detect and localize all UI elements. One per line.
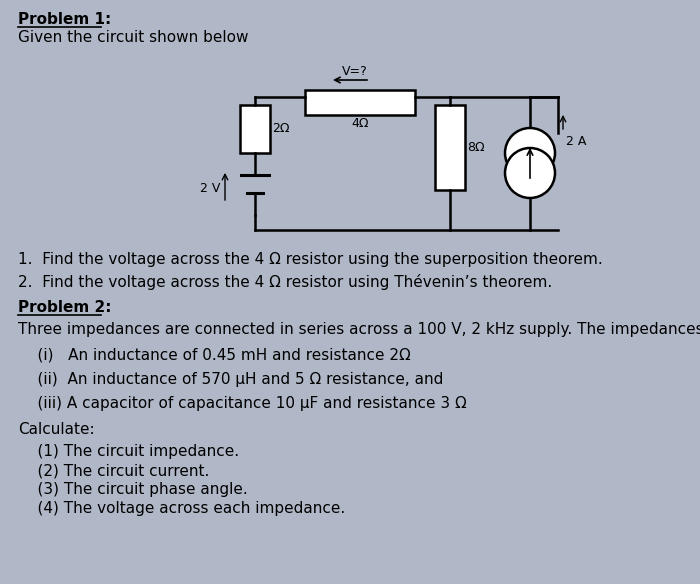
Text: 8Ω: 8Ω bbox=[467, 141, 484, 154]
Text: 4Ω: 4Ω bbox=[351, 117, 369, 130]
Text: 2 V: 2 V bbox=[199, 182, 220, 196]
Text: (3) The circuit phase angle.: (3) The circuit phase angle. bbox=[18, 482, 248, 497]
Text: (2) The circuit current.: (2) The circuit current. bbox=[18, 463, 209, 478]
Text: 2.  Find the voltage across the 4 Ω resistor using Thévenin’s theorem.: 2. Find the voltage across the 4 Ω resis… bbox=[18, 274, 552, 290]
Text: Problem 2:: Problem 2: bbox=[18, 300, 111, 315]
Text: 1.  Find the voltage across the 4 Ω resistor using the superposition theorem.: 1. Find the voltage across the 4 Ω resis… bbox=[18, 252, 603, 267]
Text: 2 A: 2 A bbox=[566, 135, 587, 148]
Text: Calculate:: Calculate: bbox=[18, 422, 95, 437]
Text: (iii) A capacitor of capacitance 10 μF and resistance 3 Ω: (iii) A capacitor of capacitance 10 μF a… bbox=[18, 396, 467, 411]
Text: 2Ω: 2Ω bbox=[272, 123, 290, 135]
Bar bbox=[305, 90, 415, 115]
Circle shape bbox=[505, 128, 555, 178]
Bar bbox=[240, 105, 270, 153]
Text: Problem 1:: Problem 1: bbox=[18, 12, 111, 27]
Text: (4) The voltage across each impedance.: (4) The voltage across each impedance. bbox=[18, 501, 345, 516]
Text: V=?: V=? bbox=[342, 65, 368, 78]
Bar bbox=[435, 105, 465, 190]
Text: (i)   An inductance of 0.45 mH and resistance 2Ω: (i) An inductance of 0.45 mH and resista… bbox=[18, 348, 411, 363]
Text: Given the circuit shown below: Given the circuit shown below bbox=[18, 30, 248, 45]
Circle shape bbox=[505, 148, 555, 198]
Text: Three impedances are connected in series across a 100 V, 2 kHz supply. The imped: Three impedances are connected in series… bbox=[18, 322, 700, 337]
Text: (ii)  An inductance of 570 μH and 5 Ω resistance, and: (ii) An inductance of 570 μH and 5 Ω res… bbox=[18, 372, 443, 387]
Text: (1) The circuit impedance.: (1) The circuit impedance. bbox=[18, 444, 239, 459]
